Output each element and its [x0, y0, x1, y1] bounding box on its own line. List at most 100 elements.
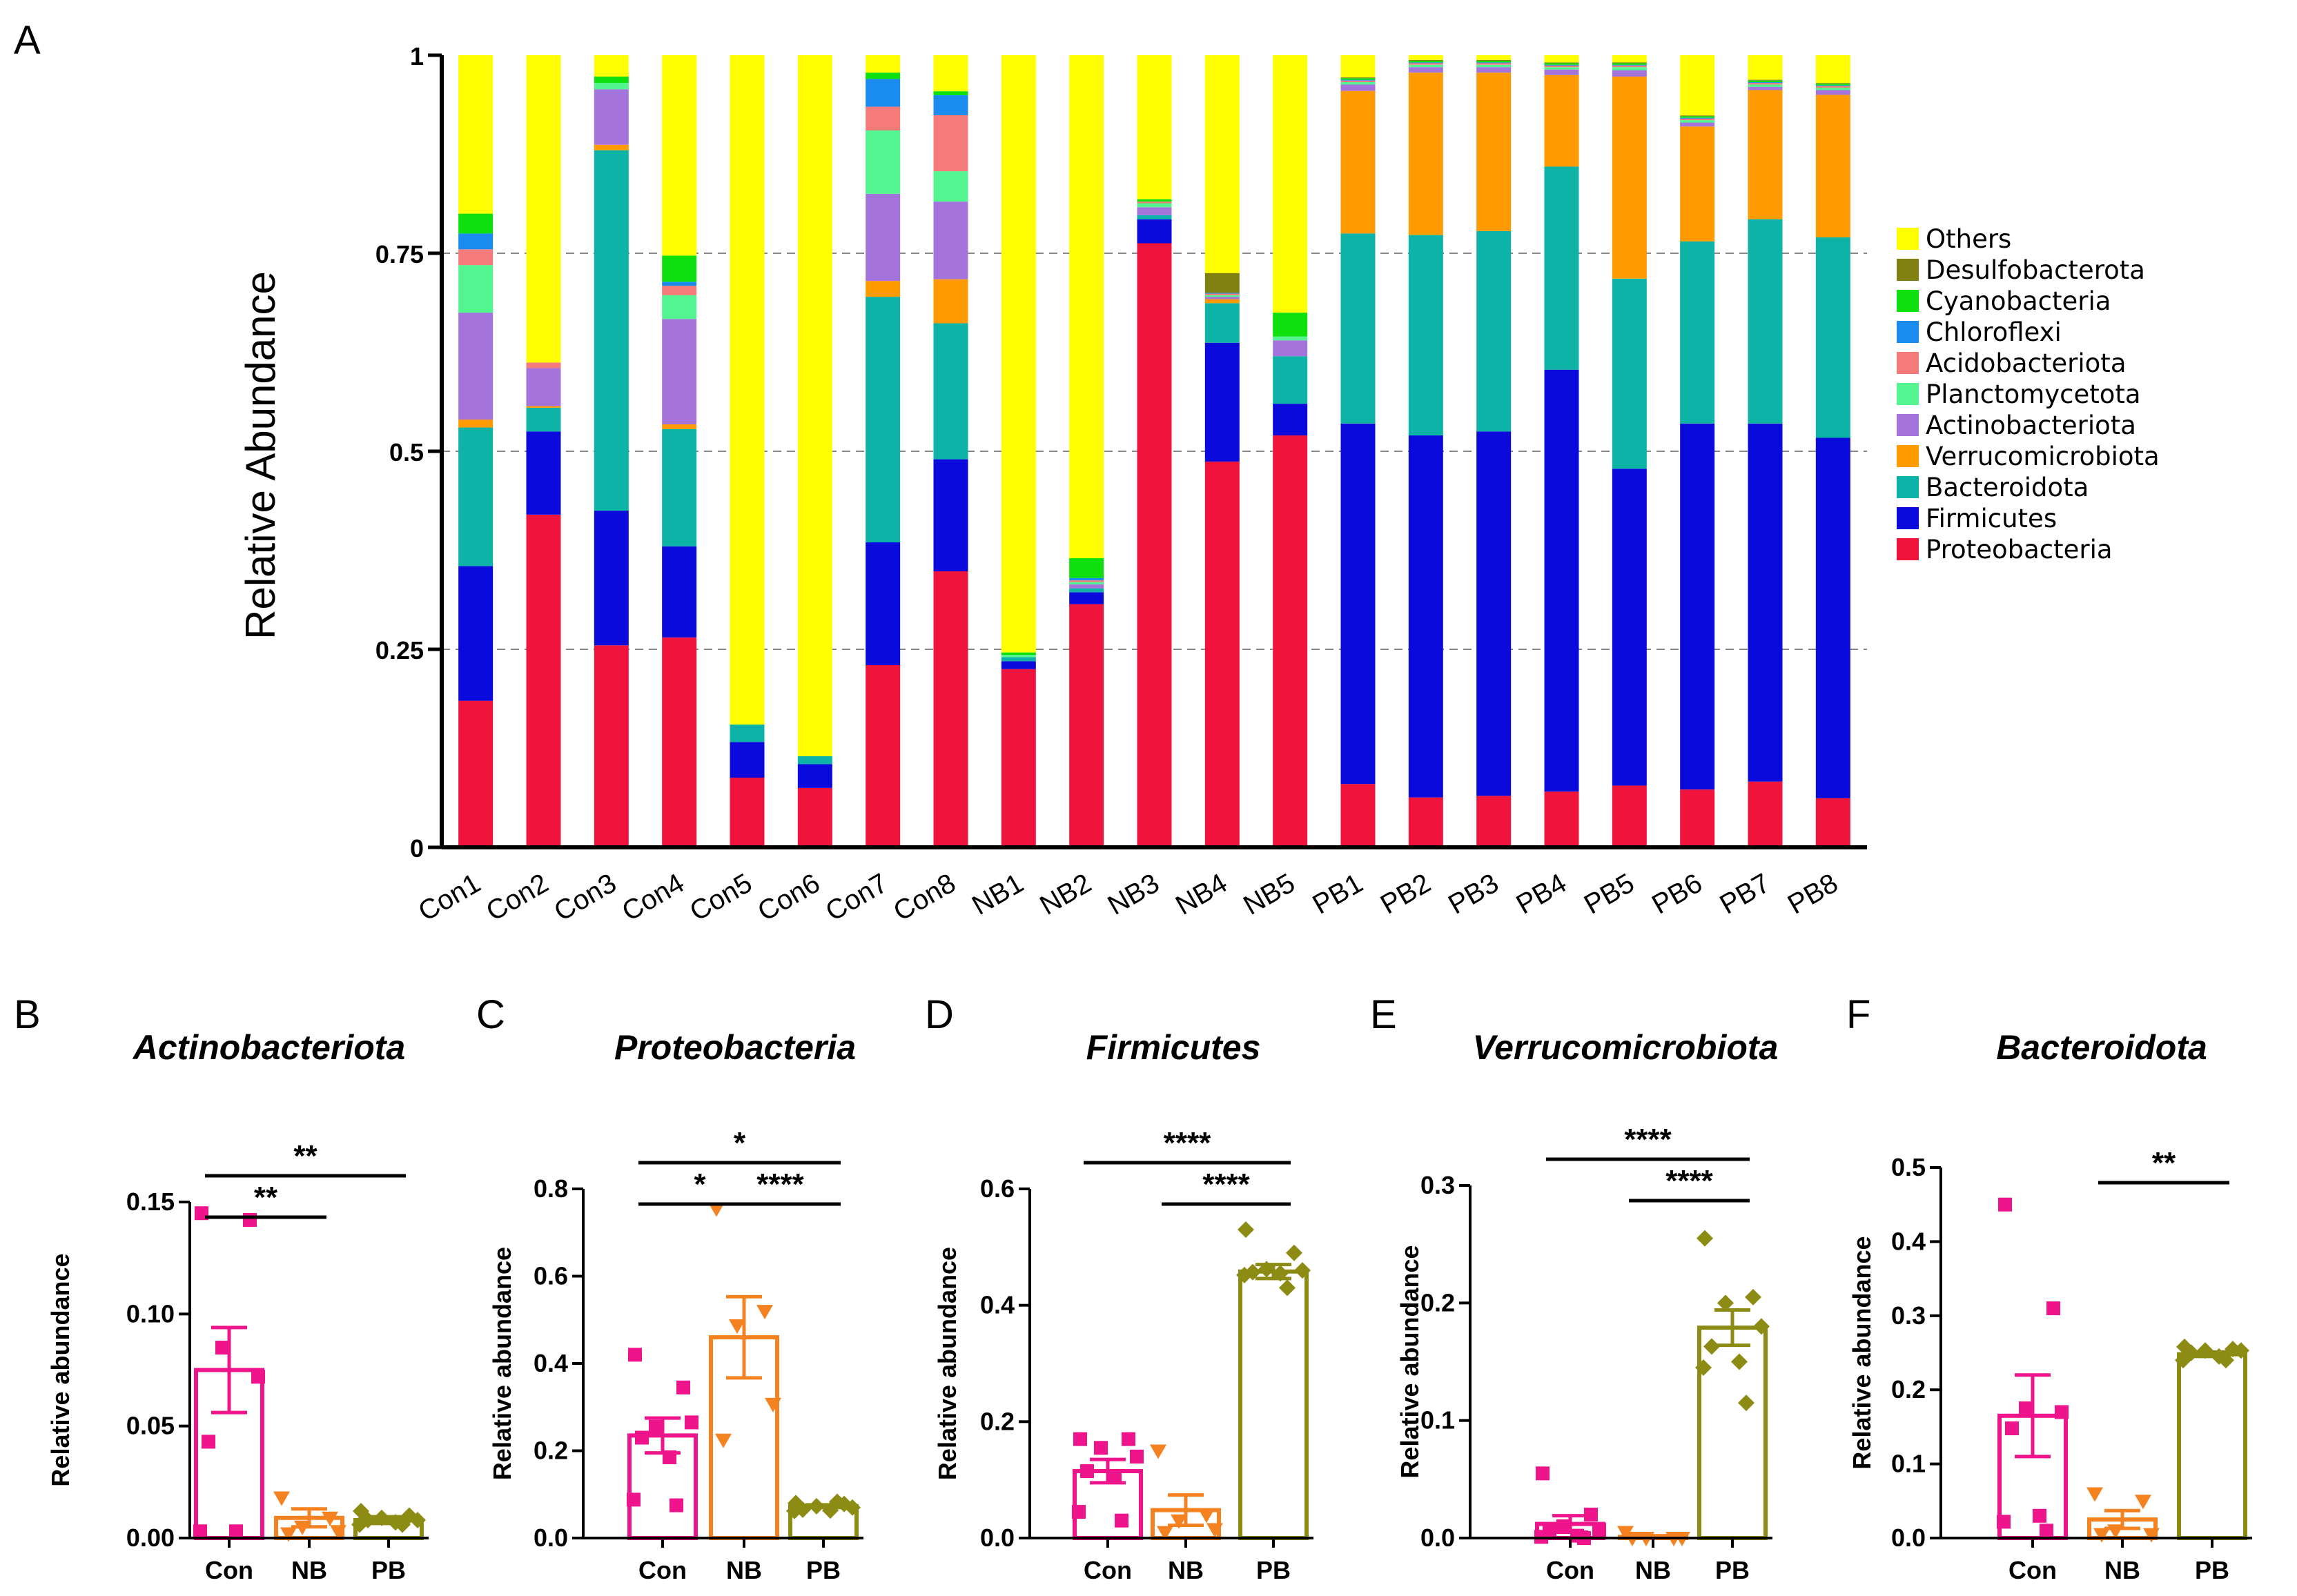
bar-nb2-actinobacteriota [1069, 584, 1104, 589]
bar-con8-cyanobacteria [933, 91, 968, 95]
bar-pb2-acidobacteriota [1408, 63, 1443, 65]
bar-con1-chloroflexi [458, 233, 493, 250]
x-tick-con5: Con5 [685, 868, 757, 927]
y-tick-0-5: 0.5 [389, 438, 424, 466]
bar-con4-actinobacteriota [662, 319, 697, 424]
panel-f-point-nb-1 [2135, 1495, 2151, 1510]
panel-label-e: E [1370, 992, 1397, 1037]
bar-pb4-firmicutes [1544, 369, 1579, 792]
bar-con4-bacteroidota [662, 428, 697, 546]
bar-nb1-others [1001, 55, 1036, 653]
bar-con3-cyanobacteria [594, 76, 629, 83]
bar-nb5-planctomycetota [1273, 336, 1308, 341]
bar-pb7-acidobacteriota [1748, 83, 1783, 85]
panel-f-point-nb-0 [2086, 1487, 2103, 1502]
panel-d-point-con-1 [1122, 1432, 1135, 1446]
bar-con8-bacteroidota [933, 323, 968, 460]
panel-d-point-nb-2 [1171, 1514, 1187, 1529]
panel-f-point-con-6 [1997, 1515, 2011, 1529]
bar-pb4-desulfobacterota [1544, 62, 1579, 63]
legend-swatch-verrucomicrobiota [1897, 445, 1919, 467]
bar-con2-bacteroidota [526, 407, 561, 432]
bar-nb4-proteobacteria [1204, 461, 1240, 847]
bar-nb2-firmicutes [1069, 592, 1104, 604]
bar-con5-proteobacteria [730, 777, 765, 847]
bar-con5-others [730, 55, 765, 725]
bar-pb7-planctomycetota [1748, 84, 1783, 87]
panel-c-point-nb-1 [756, 1305, 773, 1320]
panel-e-point-con-0 [1536, 1466, 1550, 1481]
panel-f-y-tick-0-1: 0.1 [1891, 1450, 1926, 1478]
panel-b-y-tick-0-00: 0.00 [126, 1524, 175, 1552]
bar-con7-verrucomicrobiota [866, 281, 901, 297]
bar-nb2-cyanobacteria [1069, 558, 1104, 578]
panel-c-sig-label-0: * [694, 1168, 706, 1201]
bar-pb6-others [1680, 55, 1715, 116]
bar-con2-others [526, 55, 561, 363]
panel-d-point-pb-7 [1279, 1279, 1296, 1297]
x-tick-pb2: PB2 [1376, 868, 1436, 920]
x-tick-pb6: PB6 [1647, 868, 1707, 920]
bar-nb2-chloroflexi [1069, 578, 1104, 581]
panel-c-point-con-7 [669, 1498, 683, 1513]
panel-c-sig-label-1: **** [756, 1168, 804, 1201]
x-tick-nb2: NB2 [1035, 868, 1096, 921]
bar-pb2-proteobacteria [1408, 797, 1443, 847]
bar-pb1-firmicutes [1340, 423, 1376, 785]
panel-e: Verrucomicrobiota Relative abundance Con NB… [1396, 1028, 1778, 1584]
bar-pb1-cyanobacteria [1340, 78, 1376, 80]
bar-pb2-bacteroidota [1408, 235, 1443, 436]
legend-swatch-firmicutes [1897, 507, 1919, 529]
bar-pb1-acidobacteriota [1340, 80, 1376, 83]
bar-nb5-cyanobacteria [1273, 313, 1308, 337]
bar-con2-firmicutes [526, 431, 561, 515]
bar-pb6-proteobacteria [1680, 789, 1715, 847]
panel-e-point-pb-1 [1745, 1288, 1761, 1306]
panel-e-point-con-2 [1556, 1519, 1570, 1533]
bar-pb1-actinobacteriota [1340, 84, 1376, 91]
bar-pb6-verrucomicrobiota [1680, 126, 1715, 242]
panel-b-point-con-6 [193, 1524, 207, 1539]
panel-b-sig-label-1: ** [293, 1139, 317, 1173]
panel-c-point-con-0 [628, 1348, 642, 1362]
bar-nb5-actinobacteriota [1273, 340, 1308, 357]
panel-e-y-tick-0-0: 0.0 [1420, 1524, 1455, 1552]
bar-pb1-verrucomicrobiota [1340, 90, 1376, 234]
bar-con1-acidobacteriota [458, 249, 493, 266]
x-tick-nb1: NB1 [967, 868, 1028, 921]
bar-nb3-bacteroidota [1137, 215, 1172, 219]
bar-con6-others [797, 55, 832, 756]
panel-f-x-tick-nb: NB [2104, 1556, 2140, 1584]
bar-pb4-proteobacteria [1544, 791, 1579, 847]
panel-f-point-nb-4 [2093, 1528, 2110, 1543]
panel-d-bar-pb [1238, 1269, 1309, 1540]
legend-label-acidobacteriota: Acidobacteriota [1926, 348, 2127, 378]
x-tick-nb3: NB3 [1103, 868, 1164, 921]
bar-pb3-desulfobacterota [1476, 59, 1512, 61]
panel-d-point-pb-6 [1236, 1266, 1253, 1283]
legend-label-actinobacteriota: Actinobacteriota [1926, 411, 2136, 440]
bar-con7-others [866, 55, 901, 73]
bar-pb4-others [1544, 55, 1579, 63]
bar-pb4-chloroflexi [1544, 64, 1579, 66]
bar-pb6-actinobacteriota [1680, 122, 1715, 127]
bar-con3-actinobacteriota [594, 89, 629, 145]
panel-label-d: D [925, 992, 954, 1037]
panel-d-y-tick-0-0: 0.0 [980, 1524, 1015, 1552]
bar-pb2-desulfobacterota [1408, 59, 1443, 61]
panel-e-x-tick-nb: NB [1635, 1556, 1671, 1584]
legend-swatch-desulfobacterota [1897, 259, 1919, 281]
bar-nb5-others [1273, 55, 1308, 313]
panel-d-point-pb-1 [1286, 1244, 1302, 1261]
panel-c-sig-label-2: * [734, 1126, 746, 1160]
bar-con1-cyanobacteria [458, 213, 493, 234]
panel-d-point-con-2 [1094, 1441, 1108, 1455]
panel-d-sig-label-0: **** [1202, 1168, 1250, 1201]
panel-d-point-nb-0 [1150, 1444, 1166, 1459]
bar-con7-actinobacteriota [866, 193, 901, 282]
bar-con4-firmicutes [662, 546, 697, 638]
bar-pb6-desulfobacterota [1680, 115, 1715, 117]
panel-c-y-tick-0-4: 0.4 [534, 1349, 568, 1377]
panel-f-point-con-2 [2019, 1401, 2033, 1416]
panel-e-y-tick-0-1: 0.1 [1420, 1406, 1455, 1435]
